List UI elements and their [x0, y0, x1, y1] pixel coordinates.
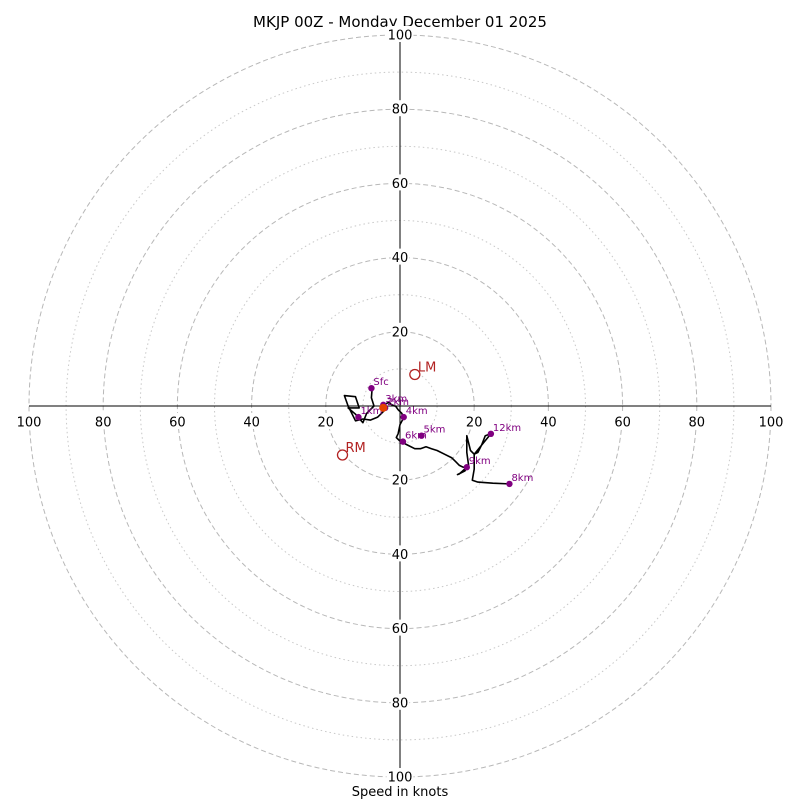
tick-top-80-bg [390, 100, 410, 117]
tick-right-20-bg [464, 413, 484, 429]
storm-motion-marker-LM [409, 368, 421, 381]
tick-left-100: 100 [17, 416, 42, 431]
height-label-6km: 6km [405, 431, 427, 442]
height-marker-5km [418, 432, 425, 439]
tick-bottom-20: 20 [392, 474, 409, 489]
height-marker-6km [399, 438, 407, 445]
tick-top-40: 40 [392, 251, 409, 266]
tick-bottom-60-bg [390, 619, 410, 636]
height-label-3km: 3km [385, 394, 407, 405]
height-label-2km: 2km [387, 397, 409, 408]
tick-left-60: 60 [169, 416, 186, 431]
tick-right-20: 20 [466, 416, 483, 431]
height-label-9km: 9km [469, 456, 491, 467]
height-label-Sfc: Sfc [373, 377, 388, 388]
tick-left-80-bg [93, 413, 113, 429]
wind-trace [343, 387, 510, 485]
height-marker-4km [400, 413, 407, 421]
tick-bottom-80-bg [390, 693, 410, 710]
height-label-8km: 8km [511, 473, 533, 484]
height-label-12km: 12km [493, 423, 521, 434]
tick-right-40: 40 [540, 416, 557, 431]
storm-motion-label-RM: RM [345, 441, 365, 456]
tick-bottom-100: 100 [388, 771, 413, 786]
height-marker-12km [487, 430, 495, 438]
tick-left-20: 20 [318, 416, 335, 431]
tick-bottom-20-bg [390, 471, 410, 488]
tick-top-20-bg [390, 322, 410, 339]
tick-bottom-40-bg [390, 545, 410, 562]
tick-right-100-bg [757, 413, 785, 429]
tick-top-100: 100 [388, 29, 413, 44]
tick-bottom-60: 60 [392, 622, 409, 637]
height-marker-1km [355, 413, 362, 421]
height-marker-8km [506, 480, 513, 488]
storm-motion-markers: LM RM [336, 360, 436, 461]
tick-left-40-bg [242, 413, 261, 429]
tick-left-20-bg [316, 413, 336, 429]
tick-top-20: 20 [392, 325, 409, 340]
tick-bottom-80: 80 [392, 696, 409, 711]
tick-left-60-bg [168, 413, 187, 429]
tick-labels: 20 20 20 20 40 40 40 40 60 60 60 60 80 80 80 80 100 100 10… [15, 26, 785, 786]
tick-right-80-bg [687, 413, 707, 429]
height-marker-9km [463, 464, 470, 471]
tick-left-40: 40 [243, 416, 260, 431]
tick-bottom-100-bg [386, 768, 414, 784]
tick-top-60-bg [390, 174, 410, 191]
tick-top-80: 80 [392, 103, 409, 118]
tick-right-100: 100 [759, 416, 784, 431]
tick-bottom-40: 40 [392, 548, 409, 563]
chart-title: MKJP 00Z - Monday December 01 2025 [253, 13, 547, 31]
x-axis-label: Speed in knots [352, 785, 449, 800]
height-label-1km: 1km [360, 406, 382, 417]
tick-top-60: 60 [392, 177, 409, 192]
height-label-4km: 4km [406, 406, 428, 417]
tick-right-40-bg [539, 413, 558, 429]
tick-left-80: 80 [95, 416, 112, 431]
tick-right-80: 80 [689, 416, 706, 431]
mean-wind-marker-2 [379, 403, 388, 412]
tick-top-40-bg [390, 248, 410, 265]
tick-top-100-bg [386, 26, 414, 42]
storm-motion-label-LM: LM [418, 360, 436, 375]
wind-trace-line [343, 387, 510, 485]
tick-right-60-bg [613, 413, 632, 429]
tick-right-60: 60 [614, 416, 631, 431]
height-marker-Sfc [368, 384, 375, 392]
tick-left-100-bg [15, 413, 43, 429]
storm-motion-marker-RM [336, 449, 349, 461]
axes [29, 35, 771, 777]
height-label-5km: 5km [424, 425, 446, 436]
